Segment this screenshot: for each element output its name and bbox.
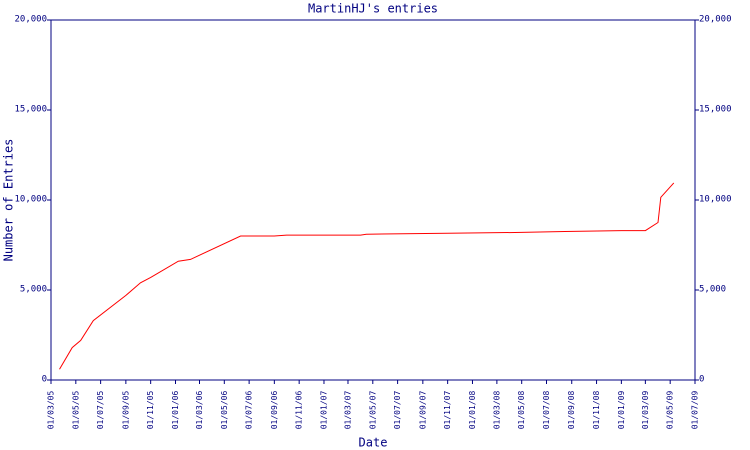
x-tick-label: 01/09/07 xyxy=(418,391,427,430)
x-tick-label: 01/03/06 xyxy=(195,391,204,430)
x-tick-label: 01/11/08 xyxy=(592,391,601,430)
x-tick-label: 01/05/05 xyxy=(71,391,80,430)
x-tick-label: 01/11/05 xyxy=(146,391,155,430)
y-axis-label: Number of Entries xyxy=(2,139,16,262)
x-tick-label: 01/07/07 xyxy=(393,391,402,430)
x-tick-label: 01/07/08 xyxy=(542,391,551,430)
y2-tick-label: 15,000 xyxy=(699,105,732,115)
x-tick-label: 01/09/05 xyxy=(121,391,130,430)
x-tick-label: 01/05/09 xyxy=(666,391,675,430)
x-tick-label: 01/05/06 xyxy=(220,391,229,430)
y-tick-label: 0 xyxy=(42,375,47,385)
x-tick-label: 01/05/08 xyxy=(517,391,526,430)
y-tick-label: 20,000 xyxy=(14,15,47,25)
y-tick-label: 5,000 xyxy=(20,285,47,295)
x-tick-label: 01/03/07 xyxy=(343,391,352,430)
x-tick-label: 01/01/06 xyxy=(171,391,180,430)
x-tick-label: 01/01/09 xyxy=(617,391,626,430)
chart-title: MartinHJ's entries xyxy=(308,2,438,16)
y-tick-label: 10,000 xyxy=(14,195,47,205)
x-tick-label: 01/11/07 xyxy=(443,391,452,430)
x-tick-label: 01/09/08 xyxy=(567,391,576,430)
data-line xyxy=(59,182,675,370)
y2-tick-label: 0 xyxy=(699,375,704,385)
y2-tick-label: 20,000 xyxy=(699,15,732,25)
x-tick-label: 01/03/09 xyxy=(641,391,650,430)
x-tick-label: 01/05/07 xyxy=(368,391,377,430)
x-tick-label: 01/07/05 xyxy=(96,391,105,430)
x-tick-label: 01/11/06 xyxy=(295,391,304,430)
x-tick-label: 01/07/06 xyxy=(245,391,254,430)
x-tick-label: 01/01/08 xyxy=(468,391,477,430)
y-tick-label: 15,000 xyxy=(14,105,47,115)
y2-tick-label: 5,000 xyxy=(699,285,726,295)
x-tick-label: 01/09/06 xyxy=(270,391,279,430)
x-tick-label: 01/01/07 xyxy=(319,391,328,430)
x-tick-label: 01/03/05 xyxy=(47,391,56,430)
plot-frame xyxy=(50,19,696,381)
x-tick-label: 01/03/08 xyxy=(492,391,501,430)
x-tick-label: 01/07/09 xyxy=(691,391,700,430)
x-axis-label: Date xyxy=(359,436,388,450)
y2-tick-label: 10,000 xyxy=(699,195,732,205)
